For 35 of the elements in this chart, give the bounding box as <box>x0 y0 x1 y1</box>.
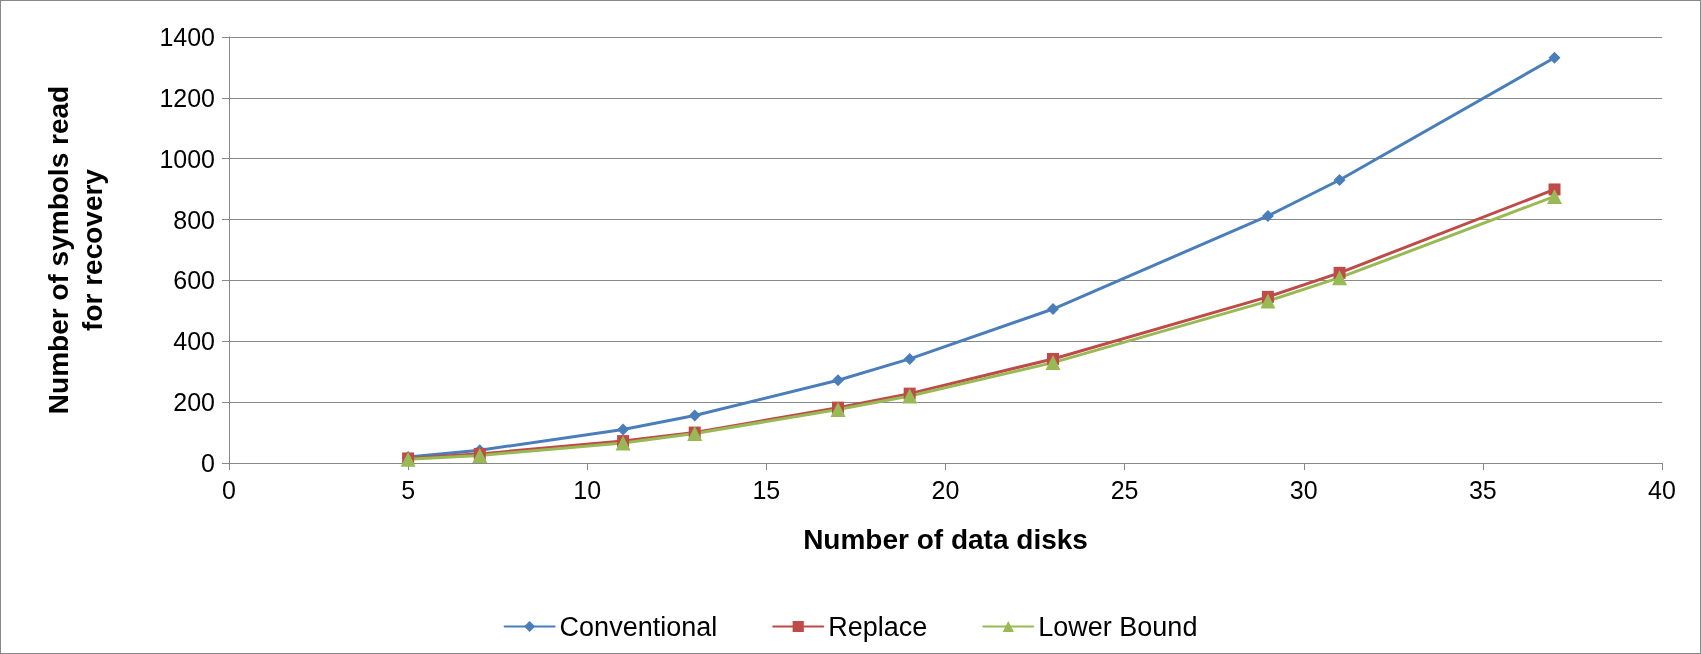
y-tick-label: 1000 <box>159 144 215 173</box>
y-tick-label: 0 <box>201 449 215 477</box>
y-tick-label: 400 <box>173 327 215 356</box>
x-tick-label: 30 <box>1289 475 1318 504</box>
point <box>902 388 918 404</box>
point <box>1332 270 1348 286</box>
point <box>688 409 701 422</box>
point <box>1046 303 1059 316</box>
y-axis-title: Number of symbols read for recovery <box>42 85 108 415</box>
x-tick-label: 35 <box>1468 475 1497 504</box>
point <box>1261 209 1274 222</box>
x-tick-label: 25 <box>1110 475 1139 504</box>
point <box>1547 188 1563 204</box>
y-tick-label: 1200 <box>159 83 215 112</box>
y-tick-label: 1400 <box>159 23 215 51</box>
point <box>903 352 916 365</box>
point <box>832 374 845 387</box>
point <box>617 423 630 436</box>
x-tick-label: 0 <box>222 475 236 504</box>
x-tick-label: 5 <box>401 475 416 504</box>
x-tick-label: 15 <box>752 475 781 504</box>
y-tick-label: 200 <box>173 388 215 417</box>
x-tick-label: 10 <box>573 475 602 504</box>
point <box>1333 174 1346 187</box>
x-tick-label: 20 <box>931 475 960 504</box>
point <box>1548 51 1561 64</box>
x-tick-label: 40 <box>1648 475 1676 504</box>
y-tick-label: 600 <box>173 266 215 295</box>
legend-label: Conventional <box>559 611 718 642</box>
y-tick-label: 800 <box>173 205 215 234</box>
legend-label: Lower Bound <box>1038 611 1198 642</box>
point <box>1260 293 1276 309</box>
legend-label: Replace <box>828 611 928 642</box>
x-axis-title: Number of data disks <box>803 523 1088 555</box>
point <box>1045 355 1061 371</box>
